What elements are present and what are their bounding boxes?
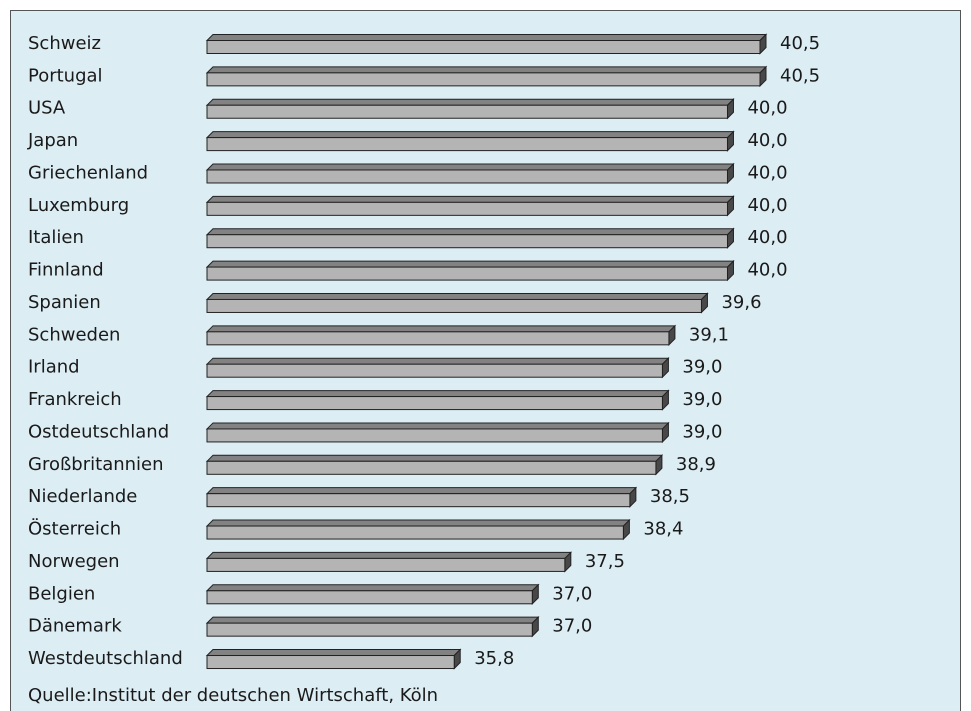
bar (206, 428, 663, 443)
bar (206, 655, 455, 670)
value-label: 40,5 (780, 65, 820, 86)
bar-top (205, 551, 573, 559)
value-label: 40,0 (747, 130, 787, 151)
bar-top (205, 454, 664, 462)
category-label: Finnland (28, 260, 104, 281)
category-label: Japan (27, 130, 78, 151)
value-label: 40,5 (780, 33, 820, 54)
category-label: Norwegen (28, 551, 120, 572)
value-label: 40,0 (747, 227, 787, 248)
bar (206, 622, 533, 637)
category-label: Ostdeutschland (28, 421, 169, 442)
value-label: 39,0 (682, 421, 722, 442)
category-label: Belgien (28, 583, 95, 604)
bar-top (205, 519, 631, 527)
bar-top (205, 195, 735, 203)
category-label: Portugal (28, 65, 103, 86)
bar (206, 493, 631, 508)
bar (206, 266, 728, 281)
category-label: Italien (28, 227, 84, 248)
bar-top (205, 357, 670, 365)
bar-top (205, 131, 735, 139)
bar (206, 201, 728, 216)
category-label: USA (28, 98, 66, 119)
category-label: Schweiz (28, 33, 101, 54)
value-label: 39,1 (689, 324, 729, 345)
bar (206, 557, 566, 572)
bar-top (205, 487, 638, 495)
bar-top (205, 649, 462, 657)
bar-top (205, 390, 670, 398)
bar (206, 525, 624, 540)
value-label: 40,0 (747, 98, 787, 119)
value-label: 40,0 (747, 260, 787, 281)
bar (206, 396, 663, 411)
value-label: 38,9 (676, 454, 716, 475)
category-label: Dänemark (28, 616, 122, 637)
value-label: 39,0 (682, 389, 722, 410)
bar (206, 137, 728, 152)
value-label: 37,5 (585, 551, 625, 572)
category-label: Griechenland (28, 162, 148, 183)
category-label: Irland (28, 357, 80, 378)
category-label: Schweden (28, 324, 120, 345)
value-label: 38,4 (643, 519, 683, 540)
bar (206, 331, 670, 346)
bar-top (205, 616, 540, 624)
source-note: Quelle:Institut der deutschen Wirtschaft… (28, 685, 438, 706)
value-label: 37,0 (552, 583, 592, 604)
bar (206, 234, 728, 249)
bar (206, 460, 657, 475)
bar (206, 72, 761, 87)
bar (206, 104, 728, 119)
bar-top (205, 98, 735, 106)
category-label: Luxemburg (28, 195, 129, 216)
category-label: Niederlande (28, 486, 137, 507)
value-label: 40,0 (747, 162, 787, 183)
bar-top (205, 34, 768, 41)
bar-top (205, 292, 709, 300)
category-label: Frankreich (28, 389, 122, 410)
category-label: Großbritannien (28, 454, 164, 475)
value-label: 39,6 (721, 292, 761, 313)
value-label: 35,8 (474, 648, 514, 669)
bar (206, 40, 761, 54)
category-label: Spanien (28, 292, 101, 313)
bar-top (205, 228, 735, 236)
category-label: Westdeutschland (28, 648, 183, 669)
bar-top (205, 422, 670, 430)
value-label: 40,0 (747, 195, 787, 216)
bar (206, 298, 702, 313)
bar-top (205, 66, 768, 74)
bar-top (205, 163, 735, 171)
bar-top (205, 325, 677, 333)
bar (206, 590, 533, 605)
value-label: 38,5 (650, 486, 690, 507)
bar (206, 169, 728, 184)
value-label: 37,0 (552, 616, 592, 637)
value-label: 39,0 (682, 357, 722, 378)
bar (206, 363, 663, 378)
category-label: Österreich (28, 518, 121, 540)
bar-top (205, 260, 735, 268)
bar-top (205, 584, 540, 592)
